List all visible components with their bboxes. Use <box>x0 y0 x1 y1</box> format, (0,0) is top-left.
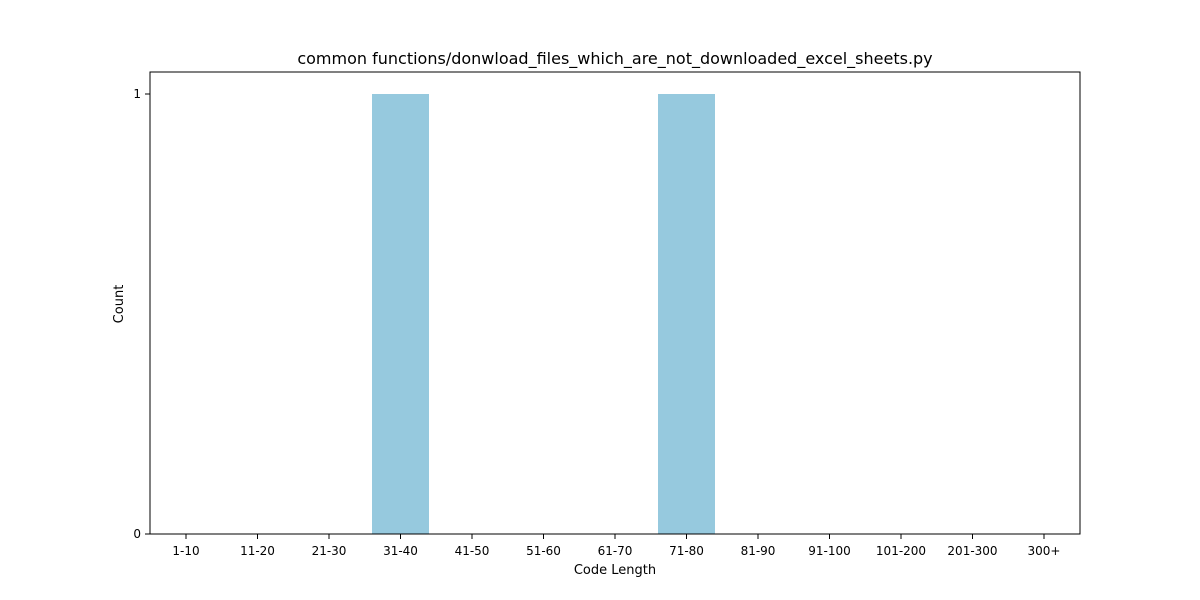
x-tick-label: 101-200 <box>876 544 926 558</box>
x-tick-label: 41-50 <box>455 544 490 558</box>
x-tick-label: 71-80 <box>669 544 704 558</box>
x-tick-label: 300+ <box>1028 544 1061 558</box>
x-axis-label: Code Length <box>574 563 656 578</box>
bar-71-80 <box>658 94 715 534</box>
x-tick-label: 201-300 <box>947 544 997 558</box>
x-tick-label: 81-90 <box>741 544 776 558</box>
bar-31-40 <box>372 94 429 534</box>
x-tick-label: 31-40 <box>383 544 418 558</box>
x-tick-label: 11-20 <box>240 544 275 558</box>
chart-title: common functions/donwload_files_which_ar… <box>297 49 932 69</box>
y-tick-label: 0 <box>133 527 141 541</box>
x-tick-label: 51-60 <box>526 544 561 558</box>
y-ticks-layer: 01 <box>133 87 150 541</box>
x-tick-label: 1-10 <box>172 544 199 558</box>
x-ticks-layer: 1-10 11-20 21-30 31-40 41-50 51-60 61-70 71-80 8… <box>172 534 1060 558</box>
bars-layer <box>372 94 715 534</box>
x-tick-label: 21-30 <box>312 544 347 558</box>
x-tick-label: 61-70 <box>598 544 633 558</box>
x-tick-label: 91-100 <box>808 544 851 558</box>
plot-frame <box>150 72 1080 534</box>
y-axis-label: Count <box>112 285 127 324</box>
y-tick-label: 1 <box>133 87 141 101</box>
